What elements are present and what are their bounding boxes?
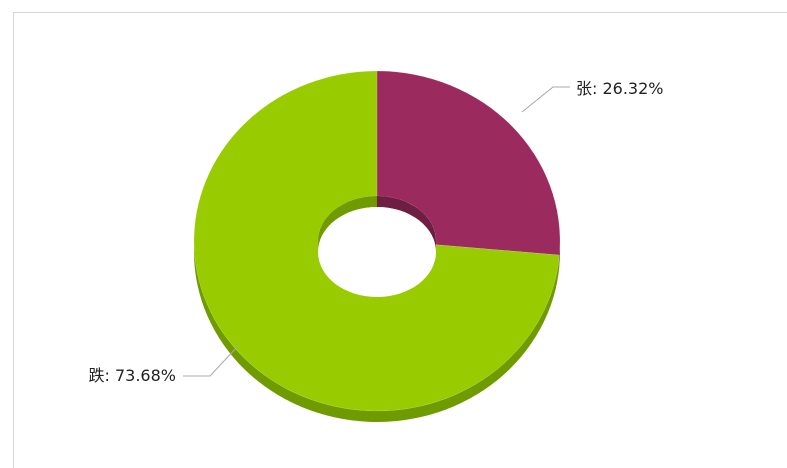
label-leader-line-0	[521, 86, 570, 113]
data-label-0: 张: 26.32%	[576, 79, 664, 98]
data-label-1: 跌: 73.68%	[89, 366, 177, 385]
donut-hole	[318, 196, 436, 297]
donut-3d-sides	[194, 241, 560, 423]
data-labels: 张: 26.32% 跌: 73.68%	[89, 79, 664, 385]
hole-wall-1	[318, 196, 377, 252]
label-leader-line-1	[183, 345, 239, 377]
donut-hole-opening	[318, 207, 436, 297]
hole-wall-0	[377, 196, 436, 252]
slice-side-0	[559, 241, 560, 267]
